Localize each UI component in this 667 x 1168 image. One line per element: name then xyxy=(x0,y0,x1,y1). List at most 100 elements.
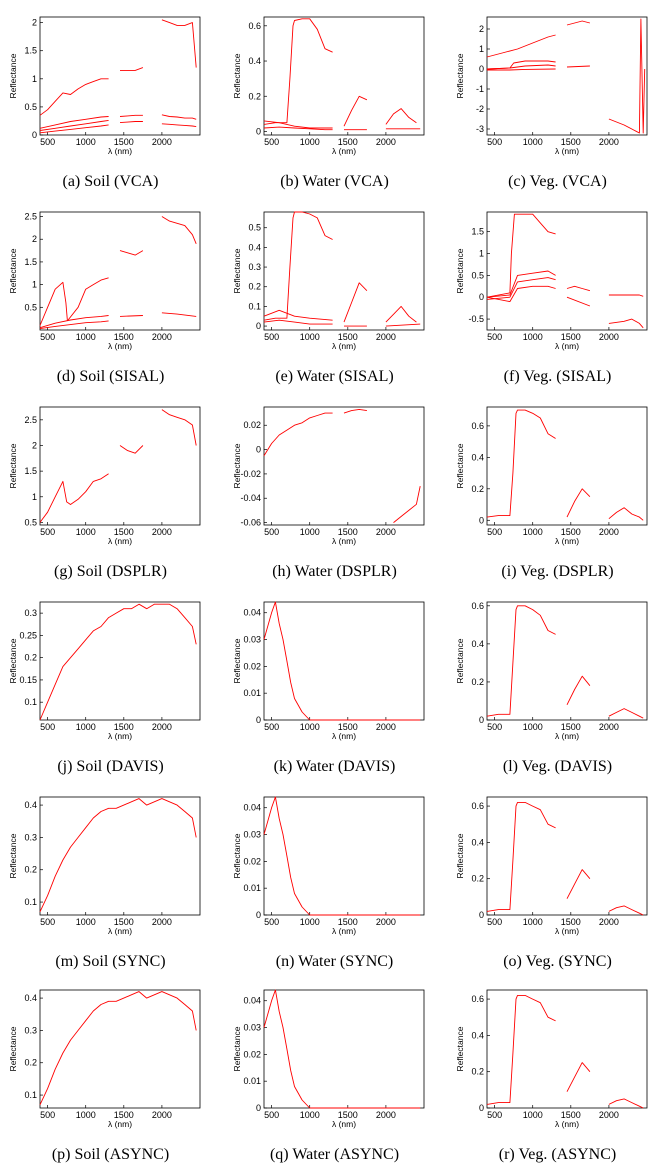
x-tick-label: 500 xyxy=(40,722,55,732)
y-axis-label: Reflectance xyxy=(232,248,242,293)
line-chart: 500 1000 1500 2000 0 0.2 0.4 0.6 λ (nm) Reflectan… xyxy=(455,406,648,546)
x-tick-label: 500 xyxy=(487,722,502,732)
plot-area xyxy=(263,796,425,916)
plot-area xyxy=(39,16,201,136)
y-tick-label: 1 xyxy=(479,249,484,259)
x-tick-label: 1000 xyxy=(300,332,320,342)
y-tick-label: 1.5 xyxy=(24,257,37,267)
subfigure-caption: (l) Veg. (DAVIS) xyxy=(502,758,613,775)
x-tick-label: 1500 xyxy=(338,332,358,342)
x-tick-label: 500 xyxy=(40,917,55,927)
x-tick-label: 1000 xyxy=(523,137,543,147)
spectrum-line xyxy=(486,409,556,518)
x-tick-label: 1500 xyxy=(561,722,581,732)
spectrum-line xyxy=(119,315,143,317)
panel: 500 1000 1500 2000 0 0.2 0.4 0.6 λ (nm) Reflectan… xyxy=(455,785,660,975)
spectrum-line xyxy=(608,905,644,916)
panel: 500 1000 1500 2000 0.5 1 1.5 2 2.5 λ (nm) Reflecta… xyxy=(8,395,213,585)
y-tick-label: 0.25 xyxy=(19,630,37,640)
y-tick-label: 2 xyxy=(32,18,37,28)
line-chart: 500 1000 1500 2000 0 0.01 0.02 0.03 0.04 λ (nm) Re… xyxy=(232,601,425,741)
y-tick-label: 0.2 xyxy=(471,484,484,494)
spectrum-line xyxy=(161,216,197,244)
y-tick-label: 1.5 xyxy=(24,466,37,476)
plot-area xyxy=(263,16,425,136)
y-tick-label: -0.06 xyxy=(240,518,261,528)
panel: 500 1000 1500 2000 0 0.2 0.4 0.6 λ (nm) Reflectan… xyxy=(455,590,660,780)
plot-area xyxy=(486,989,648,1109)
panel: 500 1000 1500 2000 0.5 1 1.5 2 2.5 λ (nm) Reflecta… xyxy=(8,200,213,390)
x-tick-label: 1500 xyxy=(338,527,358,537)
spectrum-line xyxy=(608,1098,644,1109)
spectrum-line xyxy=(119,114,143,117)
x-tick-label: 2000 xyxy=(376,1110,396,1120)
plot-area xyxy=(486,16,648,136)
y-tick-label: 0.3 xyxy=(24,608,37,618)
spectrum-line xyxy=(486,801,556,912)
y-tick-label: 0.03 xyxy=(243,1023,261,1033)
subfigure-caption: (h) Water (DSPLR) xyxy=(272,563,397,580)
y-tick-label: 0.1 xyxy=(24,697,37,707)
y-tick-label: 0.02 xyxy=(243,856,261,866)
y-tick-label: 1 xyxy=(32,280,37,290)
y-tick-label: 0 xyxy=(32,130,37,140)
spectrum-line xyxy=(608,708,644,719)
spectrum-line xyxy=(385,305,417,323)
x-tick-label: 2000 xyxy=(152,1110,172,1120)
spectrum-line xyxy=(343,95,368,127)
x-tick-label: 500 xyxy=(264,527,279,537)
y-tick-label: 1 xyxy=(32,74,37,84)
x-tick-label: 1500 xyxy=(114,527,134,537)
y-tick-label: 2.5 xyxy=(24,212,37,222)
x-tick-label: 500 xyxy=(264,137,279,147)
x-axis-label: λ (nm) xyxy=(555,731,579,741)
y-tick-label: 0.5 xyxy=(24,517,37,527)
y-tick-label: 0.1 xyxy=(24,897,37,907)
spectrum-line xyxy=(161,123,197,128)
y-tick-label: -2 xyxy=(476,104,484,114)
y-tick-label: 0.6 xyxy=(471,994,484,1004)
y-tick-label: 0 xyxy=(256,910,261,920)
line-chart: 500 1000 1500 2000 0.1 0.2 0.3 0.4 λ (nm) Reflect… xyxy=(8,989,201,1129)
spectrum-line xyxy=(566,675,591,706)
spectrum-line xyxy=(263,309,333,321)
y-tick-label: 1 xyxy=(479,44,484,54)
y-tick-label: 0.3 xyxy=(24,832,37,842)
x-tick-label: 1000 xyxy=(523,917,543,927)
x-tick-label: 2000 xyxy=(599,332,619,342)
y-axis-label: Reflectance xyxy=(455,248,465,293)
x-tick-label: 1000 xyxy=(76,1110,96,1120)
spectrum-line xyxy=(608,294,644,297)
panel: 500 1000 1500 2000 0 0.1 0.2 0.3 0.4 0.5 λ (nm) Ref… xyxy=(232,200,437,390)
y-tick-label: 2.5 xyxy=(24,415,37,425)
spectrum-line xyxy=(608,318,644,329)
spectrum-line xyxy=(161,409,197,446)
x-tick-label: 1500 xyxy=(561,917,581,927)
spectrum-line xyxy=(486,213,556,298)
x-axis-label: λ (nm) xyxy=(332,146,356,156)
line-chart: 500 1000 1500 2000 0 0.1 0.2 0.3 0.4 0.5 λ (nm) Ref… xyxy=(232,211,425,351)
x-tick-label: 1500 xyxy=(114,722,134,732)
line-chart: 500 1000 1500 2000 0 0.2 0.4 0.6 λ (nm) Reflectan… xyxy=(455,796,648,936)
spectrum-line xyxy=(263,989,421,1109)
spectrum-line xyxy=(39,119,109,131)
y-tick-label: 0.4 xyxy=(248,56,261,66)
x-tick-label: 2000 xyxy=(599,917,619,927)
spectrum-line xyxy=(39,281,68,326)
x-tick-label: 2000 xyxy=(599,722,619,732)
y-tick-label: 0.6 xyxy=(471,421,484,431)
line-chart: 500 1000 1500 2000 0.5 1 1.5 2 2.5 λ (nm) Reflecta… xyxy=(8,212,201,351)
y-tick-label: 0.3 xyxy=(24,1025,37,1035)
spectrum-line xyxy=(393,486,421,523)
line-chart: 500 1000 1500 2000 0 0.2 0.4 0.6 λ (nm) Reflectan… xyxy=(455,989,648,1129)
y-tick-label: 0.6 xyxy=(248,21,261,31)
x-tick-label: 2000 xyxy=(152,137,172,147)
y-tick-label: 0.02 xyxy=(243,420,261,430)
y-axis-label: Reflectance xyxy=(8,443,18,488)
y-tick-label: 1.5 xyxy=(471,227,484,237)
y-tick-label: 0 xyxy=(256,445,261,455)
spectrum-line xyxy=(343,408,367,414)
x-tick-label: 1500 xyxy=(561,1110,581,1120)
x-tick-label: 2000 xyxy=(376,722,396,732)
y-tick-label: 0.4 xyxy=(471,452,484,462)
